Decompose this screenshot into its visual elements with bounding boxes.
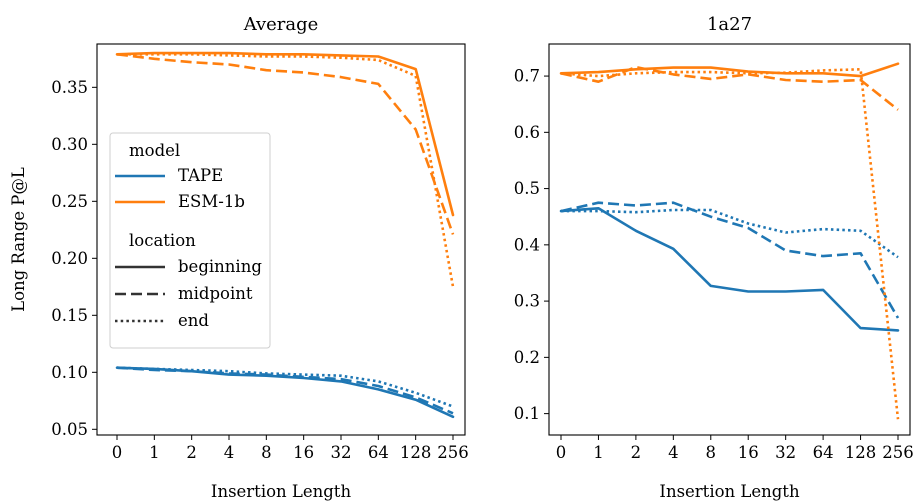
x-tick-label: 32	[331, 443, 352, 462]
series-line-esm-1b-midpoint	[116, 53, 455, 235]
y-axis-label: Long Range P@L	[9, 167, 28, 312]
series-line-tape-beginning	[559, 207, 900, 332]
x-tick-label: 1	[149, 443, 160, 462]
legend: model TAPE ESM-1b location beginning midpoint…	[109, 132, 271, 349]
y-tick-label: 0.2	[514, 348, 540, 367]
y-tick-label: 0.30	[51, 135, 88, 154]
axes-frame	[548, 43, 911, 436]
legend-label: midpoint	[178, 284, 253, 303]
series-line-esm-1b-midpoint	[560, 65, 899, 111]
legend-location-title: location	[129, 231, 196, 250]
series-line-esm-1b-end	[117, 52, 455, 288]
legend-label: beginning	[178, 257, 262, 276]
x-tick-label: 16	[293, 443, 314, 462]
x-tick-label: 4	[668, 443, 679, 462]
series-line-esm-1b-end	[560, 68, 900, 420]
series-line-tape-end	[116, 366, 454, 408]
y-tick-label: 0.15	[51, 306, 88, 325]
x-tick-label: 8	[261, 443, 272, 462]
series-line-esm-1b-beginning	[115, 51, 455, 217]
legend-model-title: model	[129, 141, 180, 160]
x-tick-label: 8	[706, 443, 717, 462]
series-group	[115, 51, 455, 419]
panel-average: 0 1 2 4 8 16 32 64 128 256 0.05 0.10 0.15 0.20 0.25 0.3…	[9, 14, 469, 501]
x-tick-label: 1	[593, 443, 604, 462]
x-tick-label: 128	[400, 443, 432, 462]
y-tick-label: 0.25	[51, 192, 88, 211]
y-tick-label: 0.10	[51, 363, 88, 382]
y-tick-label: 0.7	[514, 67, 540, 86]
y-tick-label: 0.05	[51, 420, 88, 439]
legend-label: ESM-1b	[178, 192, 245, 211]
y-tick-label: 0.1	[514, 404, 540, 423]
panel-1a27: 0 1 2 4 8 16 32 64 128 256 0.1 0.2 0.3 0.4 0.5 0.6 0.7 1a…	[514, 14, 914, 501]
x-tick-label: 0	[112, 443, 123, 462]
x-tick-label: 2	[186, 443, 197, 462]
y-tick-label: 0.3	[514, 292, 540, 311]
x-tick-label: 128	[845, 443, 877, 462]
x-tick-label: 256	[437, 443, 469, 462]
axes-frame	[96, 43, 466, 436]
series-line-tape-midpoint	[560, 201, 900, 319]
y-tick-label: 0.5	[514, 179, 540, 198]
series-line-esm-1b-beginning	[559, 62, 900, 78]
legend-label: end	[178, 311, 209, 330]
x-tick-label: 64	[368, 443, 389, 462]
x-tick-label: 256	[882, 443, 914, 462]
x-tick-label: 64	[813, 443, 834, 462]
x-tick-label: 2	[631, 443, 642, 462]
y-tick-label: 0.35	[51, 78, 88, 97]
y-tick-label: 0.4	[514, 235, 540, 254]
x-tick-label: 4	[224, 443, 235, 462]
x-tick-label: 32	[775, 443, 796, 462]
x-tick-label: 0	[556, 443, 567, 462]
y-tick-label: 0.20	[51, 249, 88, 268]
legend-label: TAPE	[178, 166, 223, 185]
chart-title: Average	[243, 14, 319, 35]
series-group	[559, 62, 900, 420]
series-line-tape-midpoint	[116, 366, 454, 415]
x-axis-label: Insertion Length	[659, 482, 800, 501]
x-tick-label: 16	[738, 443, 759, 462]
chart-title: 1a27	[707, 14, 752, 35]
y-tick-label: 0.6	[514, 123, 540, 142]
x-axis-label: Insertion Length	[211, 482, 352, 501]
